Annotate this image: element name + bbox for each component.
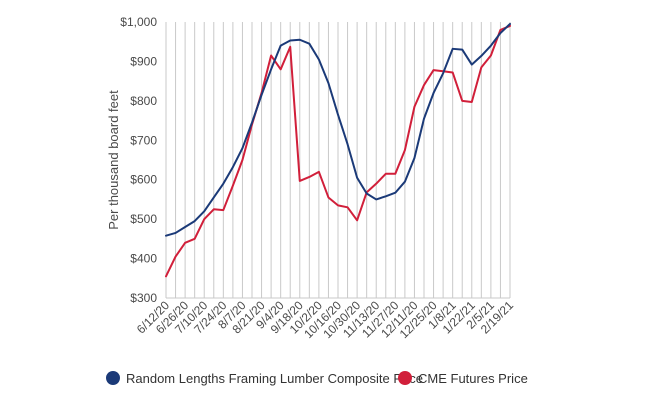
- y-tick-label: $400: [130, 252, 157, 266]
- legend-marker: [106, 371, 120, 385]
- legend: Random Lengths Framing Lumber Composite …: [106, 371, 528, 386]
- series-lines: [165, 22, 511, 278]
- x-axis-ticks: 6/12/206/26/207/10/207/24/208/7/208/21/2…: [134, 298, 516, 341]
- legend-label: Random Lengths Framing Lumber Composite …: [126, 371, 423, 386]
- y-tick-label: $800: [130, 94, 157, 108]
- y-tick-label: $1,000: [120, 15, 157, 29]
- legend-marker: [398, 371, 412, 385]
- y-tick-label: $300: [130, 291, 157, 305]
- gridlines: [165, 22, 511, 299]
- series-line-1: [165, 24, 511, 278]
- series-line-0: [165, 22, 511, 237]
- y-tick-label: $600: [130, 173, 157, 187]
- y-tick-label: $900: [130, 54, 157, 68]
- y-axis-label: Per thousand board feet: [106, 90, 121, 230]
- y-tick-label: $500: [130, 212, 157, 226]
- legend-label: CME Futures Price: [418, 371, 528, 386]
- y-axis-ticks: $1,000 $900 $800 $700 $600 $500 $400 $300: [120, 15, 157, 305]
- y-tick-label: $700: [130, 133, 157, 147]
